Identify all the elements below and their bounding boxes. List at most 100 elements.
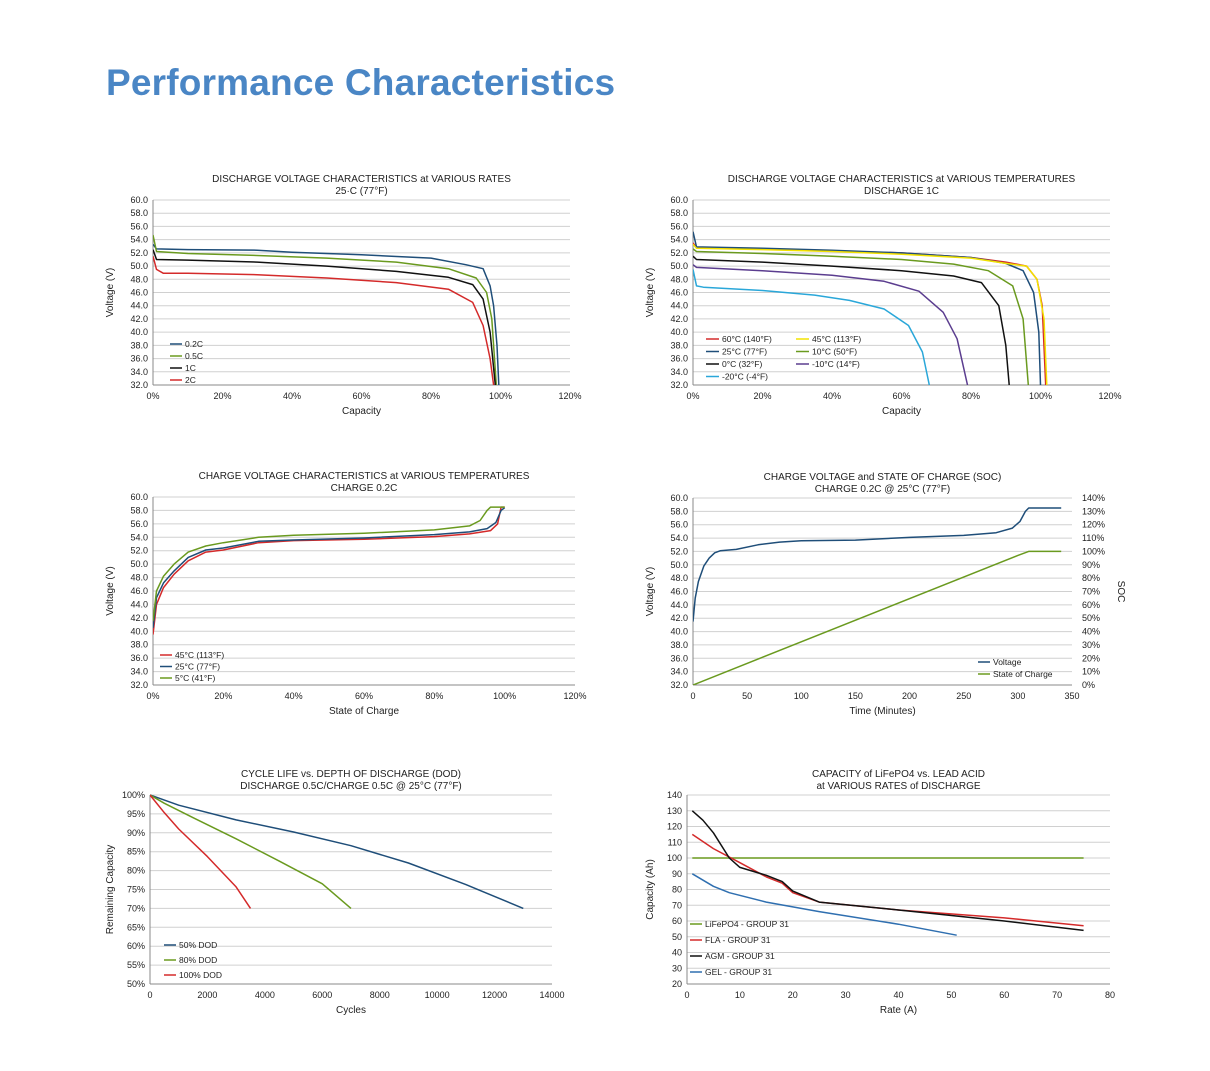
- x-tick-label: 70: [1052, 990, 1062, 1000]
- y-tick-label: 75%: [127, 885, 145, 895]
- y-tick-label: 60%: [127, 941, 145, 951]
- y-tick-label: 46.0: [670, 288, 688, 298]
- series-line-5-c-41-f: [153, 506, 505, 622]
- y2-tick-label: 100%: [1082, 546, 1105, 556]
- chart-title: CHARGE VOLTAGE CHARACTERISTICS at VARIOU…: [199, 471, 530, 482]
- x-tick-label: 10000: [425, 990, 450, 1000]
- x-tick-label: 120%: [1098, 391, 1121, 401]
- y-axis-label: Remaining Capacity: [105, 845, 116, 935]
- chart-discharge-rates: 32.0 34.0 36.0 38.0 40.0 42.0 44.0 46.0 48.0 50.0…: [105, 174, 582, 417]
- y-tick-label: 90%: [127, 828, 145, 838]
- y-tick-label: 130: [667, 806, 682, 816]
- x-tick-label: 100%: [1029, 391, 1052, 401]
- x-tick-label: 50: [742, 691, 752, 701]
- series-line-state-of-charge: [693, 550, 1062, 685]
- series-line-20-c-4-f: [693, 269, 931, 385]
- legend-label: FLA - GROUP 31: [705, 935, 771, 945]
- x-tick-label: 6000: [312, 990, 332, 1000]
- y-axis-label: Voltage (V): [105, 566, 116, 615]
- y-tick-label: 40.0: [130, 626, 148, 636]
- y-tick-label: 50.0: [130, 559, 148, 569]
- x-tick-label: 150: [848, 691, 863, 701]
- y-tick-label: 52.0: [670, 248, 688, 258]
- y-tick-label: 42.0: [130, 314, 148, 324]
- y2-tick-label: 110%: [1082, 533, 1104, 543]
- y-tick-label: 46.0: [670, 587, 688, 597]
- y-tick-label: 42.0: [130, 613, 148, 623]
- y-tick-label: 30: [672, 963, 682, 973]
- legend-label: 25°C (77°F): [722, 347, 767, 357]
- y-tick-label: 60.0: [130, 195, 148, 205]
- y-axis-label: Voltage (V): [105, 268, 116, 317]
- y-tick-label: 38.0: [670, 340, 688, 350]
- chart-title: CAPACITY of LiFePO4 vs. LEAD ACID: [812, 769, 985, 780]
- x-tick-label: 40%: [283, 391, 301, 401]
- y-tick-label: 40.0: [670, 627, 688, 637]
- y-tick-label: 60.0: [130, 492, 148, 502]
- series-line-voltage: [693, 507, 1062, 622]
- y-tick-label: 100%: [122, 790, 145, 800]
- series-line-10-c-14-f: [693, 264, 969, 385]
- y-tick-label: 34.0: [670, 367, 688, 377]
- y-tick-label: 38.0: [130, 640, 148, 650]
- y-tick-label: 40.0: [670, 327, 688, 337]
- x-axis-label: Capacity: [342, 406, 381, 417]
- y-tick-label: 60: [672, 916, 682, 926]
- x-axis-label: Rate (A): [880, 1005, 917, 1016]
- y-tick-label: 44.0: [670, 301, 688, 311]
- y2-tick-label: 140%: [1082, 493, 1105, 503]
- legend-label: 45°C (113°F): [812, 334, 861, 344]
- y-tick-label: 34.0: [130, 367, 148, 377]
- chart-subtitle: DISCHARGE 1C: [864, 186, 939, 197]
- series-line-gel-group-31: [691, 873, 957, 936]
- y-tick-label: 40.0: [130, 327, 148, 337]
- y-tick-label: 58.0: [670, 506, 688, 516]
- x-tick-label: 20%: [214, 691, 232, 701]
- y-tick-label: 52.0: [130, 546, 148, 556]
- legend-label: 0.2C: [185, 339, 203, 349]
- x-tick-label: 250: [956, 691, 971, 701]
- y-tick-label: 56.0: [670, 221, 688, 231]
- y-tick-label: 38.0: [670, 640, 688, 650]
- legend-label: 2C: [185, 375, 196, 385]
- y-tick-label: 58.0: [130, 505, 148, 515]
- y-tick-label: 50.0: [670, 560, 688, 570]
- x-tick-label: 80%: [962, 391, 980, 401]
- y2-tick-label: 60%: [1082, 600, 1100, 610]
- chart-charge-temperatures: 32.0 34.0 36.0 38.0 40.0 42.0 44.0 46.0 48.0 50.0…: [105, 471, 587, 717]
- legend-label: 100% DOD: [179, 970, 222, 980]
- chart-title: DISCHARGE VOLTAGE CHARACTERISTICS at VAR…: [212, 174, 511, 185]
- legend-label: 10°C (50°F): [812, 347, 857, 357]
- y-tick-label: 60.0: [670, 493, 688, 503]
- legend-label: 1C: [185, 363, 196, 373]
- y-tick-label: 90: [672, 869, 682, 879]
- legend-label: 50% DOD: [179, 940, 217, 950]
- y-tick-label: 120: [667, 822, 682, 832]
- x-tick-label: 100%: [493, 691, 516, 701]
- y-tick-label: 56.0: [130, 221, 148, 231]
- y-tick-label: 46.0: [130, 288, 148, 298]
- chart-subtitle: at VARIOUS RATES of DISCHARGE: [816, 781, 980, 792]
- chart-title: CYCLE LIFE vs. DEPTH OF DISCHARGE (DOD): [241, 769, 461, 780]
- y-tick-label: 85%: [127, 847, 145, 857]
- y-tick-label: 52.0: [670, 546, 688, 556]
- y-tick-label: 54.0: [670, 235, 688, 245]
- y-tick-label: 54.0: [130, 235, 148, 245]
- y-tick-label: 44.0: [670, 600, 688, 610]
- legend-label: 45°C (113°F): [175, 650, 224, 660]
- y2-axis-label: SOC: [1115, 581, 1126, 603]
- x-tick-label: 300: [1010, 691, 1025, 701]
- y-tick-label: 44.0: [130, 599, 148, 609]
- y-tick-label: 32.0: [130, 680, 148, 690]
- x-axis-label: Time (Minutes): [849, 706, 915, 717]
- legend-label: LiFePO4 - GROUP 31: [705, 919, 789, 929]
- y2-tick-label: 30%: [1082, 640, 1100, 650]
- chart-cycle-life-dod: 50% 55% 60% 65% 70% 75% 80% 85% 90% 95% 100% 0 2000 4…: [105, 769, 565, 1016]
- y-tick-label: 42.0: [670, 314, 688, 324]
- chart-title: CHARGE VOLTAGE and STATE OF CHARGE (SOC): [764, 472, 1002, 483]
- y-tick-label: 70: [672, 900, 682, 910]
- y-tick-label: 54.0: [130, 532, 148, 542]
- legend-label: 0.5C: [185, 351, 203, 361]
- series-line-10-c-50-f: [693, 248, 1030, 385]
- x-axis-label: Cycles: [336, 1005, 366, 1016]
